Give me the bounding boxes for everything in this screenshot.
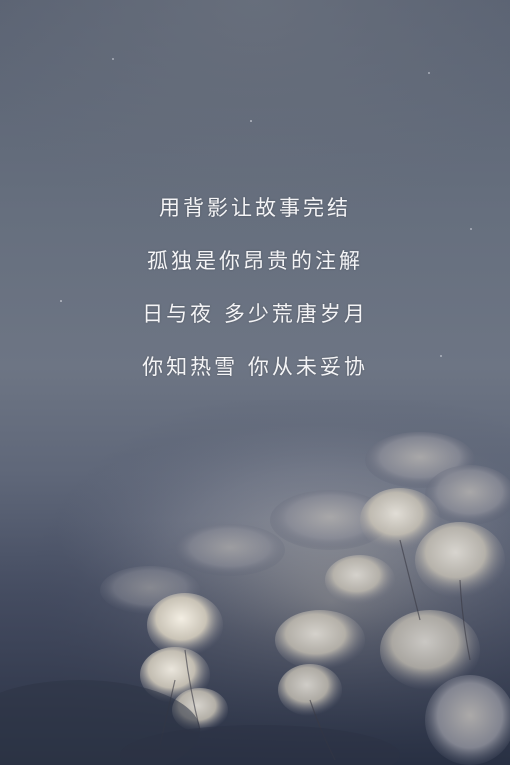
snow-speck	[428, 72, 430, 74]
snowy-plants	[0, 400, 510, 765]
snow-speck	[250, 120, 252, 122]
snow-speck	[60, 300, 62, 302]
poem-line-1: 用背影让故事完结	[159, 196, 351, 220]
snow-speck	[470, 228, 472, 230]
snow-speck	[112, 58, 114, 60]
poem-line-2: 孤独是你昂贵的注解	[147, 249, 363, 273]
poem-line-4: 你知热雪 你从未妥协	[142, 355, 368, 379]
snow-speck	[440, 355, 442, 357]
poem-text: 用背影让故事完结 孤独是你昂贵的注解 日与夜 多少荒唐岁月 你知热雪 你从未妥协	[0, 194, 510, 406]
poem-line-3: 日与夜 多少荒唐岁月	[142, 302, 368, 326]
